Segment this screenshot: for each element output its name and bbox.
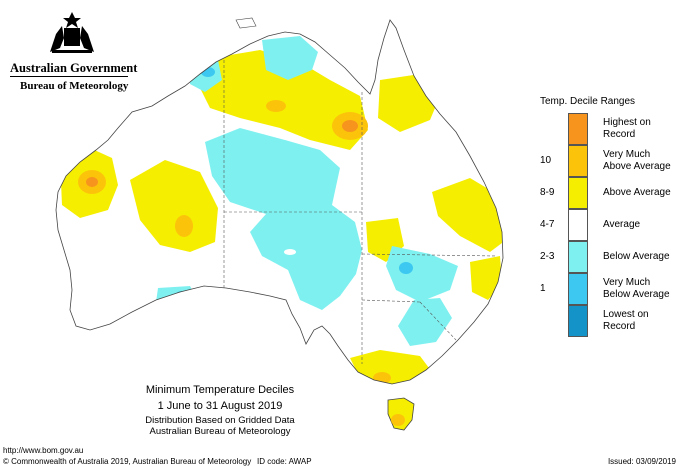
very-much-below-average-region bbox=[399, 262, 413, 274]
legend-label: Lowest on Record bbox=[603, 309, 680, 333]
header-divider bbox=[10, 76, 128, 77]
legend-label-line: Above Average bbox=[603, 187, 671, 198]
average-pocket bbox=[284, 249, 296, 255]
legend-label-line: Average bbox=[603, 219, 641, 230]
legend-row: Lowest on Record bbox=[540, 305, 680, 337]
map-title: Minimum Temperature Deciles bbox=[145, 384, 295, 396]
legend-swatch bbox=[568, 241, 588, 273]
map-note: Distribution Based on Gridded Data bbox=[145, 415, 295, 426]
legend-swatch bbox=[568, 305, 588, 337]
legend-label: Highest on Record bbox=[603, 117, 680, 141]
legend-range: 1 bbox=[540, 283, 546, 294]
state-borders bbox=[223, 60, 497, 364]
legend-swatch bbox=[568, 209, 588, 241]
very-much-above-average-region bbox=[266, 100, 286, 112]
legend-swatch bbox=[568, 113, 588, 145]
legend-swatch bbox=[568, 273, 588, 305]
legend-label-line: Record bbox=[603, 129, 636, 140]
legend-row: 1 Very Much Below Average bbox=[540, 273, 680, 305]
website-link[interactable]: http://www.bom.gov.au bbox=[3, 446, 84, 455]
legend-range: 4-7 bbox=[540, 219, 555, 230]
below-average-region bbox=[386, 246, 458, 302]
map-period: 1 June to 31 August 2019 bbox=[157, 400, 283, 412]
legend-swatch bbox=[568, 177, 588, 209]
government-name: Australian Government bbox=[10, 61, 138, 75]
highest-on-record-region bbox=[342, 120, 358, 132]
legend-label-line: Below Average bbox=[603, 251, 670, 262]
above-average-region bbox=[432, 178, 503, 252]
legend-row: 4-7 Average bbox=[540, 209, 680, 241]
legend-row: 8-9 Above Average bbox=[540, 177, 680, 209]
very-much-below-average-region bbox=[175, 291, 189, 301]
below-average-region bbox=[205, 128, 362, 310]
legend-label: Below Average bbox=[603, 251, 680, 263]
below-average-region bbox=[398, 298, 452, 346]
issued-date: Issued: 03/09/2019 bbox=[607, 457, 676, 466]
copyright: © Commonwealth of Australia 2019, Austra… bbox=[3, 457, 252, 466]
legend-label-line: Very Much bbox=[603, 277, 651, 288]
above-average-region bbox=[350, 350, 432, 384]
legend-range: 10 bbox=[540, 155, 552, 166]
legend-label-line: Very Much bbox=[603, 149, 651, 160]
legend-label-line: Above Average bbox=[603, 161, 671, 172]
melville-island bbox=[235, 17, 257, 29]
legend-label: Very Much Below Average bbox=[603, 277, 680, 301]
above-average-region bbox=[130, 160, 218, 252]
highest-on-record-region bbox=[86, 177, 98, 187]
government-crest bbox=[8, 8, 136, 58]
legend-swatch bbox=[568, 145, 588, 177]
map-caption: Minimum Temperature Deciles 1 June to 31… bbox=[130, 384, 310, 437]
legend-label-line: Highest on bbox=[603, 117, 651, 128]
coat-of-arms-icon bbox=[50, 12, 94, 53]
very-much-above-average-region bbox=[175, 215, 193, 237]
legend-range: 8-9 bbox=[540, 187, 555, 198]
bureau-name: Bureau of Meteorology bbox=[20, 80, 129, 92]
very-much-above-average-region bbox=[391, 414, 405, 426]
legend-label: Average bbox=[603, 219, 680, 231]
legend-label-line: Below Average bbox=[603, 289, 670, 300]
map-source: Australian Bureau of Meteorology bbox=[149, 426, 291, 437]
legend-row: 2-3 Below Average bbox=[540, 241, 680, 273]
legend-range: 2-3 bbox=[540, 251, 555, 262]
very-much-above-average-region bbox=[373, 372, 391, 384]
id-code: ID code: AWAP bbox=[257, 457, 312, 466]
legend-row: 10 Very Much Above Average bbox=[540, 145, 680, 177]
above-average-region bbox=[200, 50, 368, 150]
below-average-region bbox=[262, 36, 318, 80]
legend-label: Above Average bbox=[603, 187, 680, 199]
legend-row: Highest on Record bbox=[540, 113, 680, 145]
legend-label-line: Lowest on bbox=[603, 309, 649, 320]
legend-label: Very Much Above Average bbox=[603, 149, 680, 173]
legend-label-line: Record bbox=[603, 321, 636, 332]
above-average-region bbox=[470, 256, 502, 300]
legend-title: Temp. Decile Ranges bbox=[540, 96, 636, 107]
